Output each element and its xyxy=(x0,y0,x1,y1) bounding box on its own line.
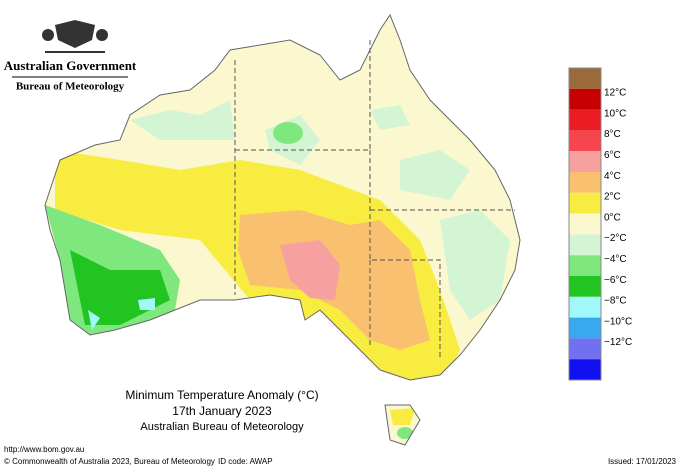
government-name: Australian Government xyxy=(4,58,137,73)
legend-label: −4°C xyxy=(604,254,627,265)
legend-swatch xyxy=(569,276,601,297)
legend-swatch xyxy=(569,359,601,380)
coastline xyxy=(44,13,521,446)
legend-label: 10°C xyxy=(604,108,626,119)
footer-copyright: © Commonwealth of Australia 2023, Bureau… xyxy=(4,457,215,466)
legend-label: −6°C xyxy=(604,275,627,286)
legend-swatch xyxy=(569,88,601,110)
map-date: 17th January 2023 xyxy=(172,404,272,418)
legend: 12°C 10°C 8°C 6°C 4°C 2°C 0°C −2°C −4°C −6°C −8°C −… xyxy=(568,67,632,381)
legend-swatch xyxy=(569,130,601,152)
legend-swatch xyxy=(569,172,601,193)
coat-of-arms xyxy=(42,20,108,53)
footer-id: ID code: AWAP xyxy=(218,457,273,466)
legend-label: −8°C xyxy=(604,296,627,307)
state-borders xyxy=(234,40,515,360)
legend-swatch xyxy=(569,317,601,339)
legend-swatch xyxy=(569,234,601,256)
legend-swatch xyxy=(569,192,601,214)
map-source: Australian Bureau of Meteorology xyxy=(140,421,304,433)
legend-label: −2°C xyxy=(604,233,627,244)
bureau-name: Bureau of Meteorology xyxy=(16,81,125,93)
legend-label: 6°C xyxy=(604,150,621,161)
legend-swatch xyxy=(569,296,601,318)
legend-label: 2°C xyxy=(604,192,621,203)
legend-label: −10°C xyxy=(604,316,632,327)
legend-label: 12°C xyxy=(604,88,626,99)
legend-swatch xyxy=(569,213,601,235)
legend-swatch xyxy=(569,338,601,360)
legend-swatch xyxy=(569,68,601,89)
legend-label: 0°C xyxy=(604,212,621,223)
legend-swatch xyxy=(569,255,601,276)
footer-issued: Issued: 17/01/2023 xyxy=(608,457,677,466)
map-title: Minimum Temperature Anomaly (°C) xyxy=(125,388,318,402)
legend-swatch xyxy=(569,109,601,131)
footer-url: http://www.bom.gov.au xyxy=(4,445,84,454)
legend-label: −12°C xyxy=(604,337,632,348)
legend-frame xyxy=(568,67,602,381)
legend-label: 8°C xyxy=(604,129,621,140)
legend-swatch xyxy=(569,151,601,172)
legend-label: 4°C xyxy=(604,171,621,182)
